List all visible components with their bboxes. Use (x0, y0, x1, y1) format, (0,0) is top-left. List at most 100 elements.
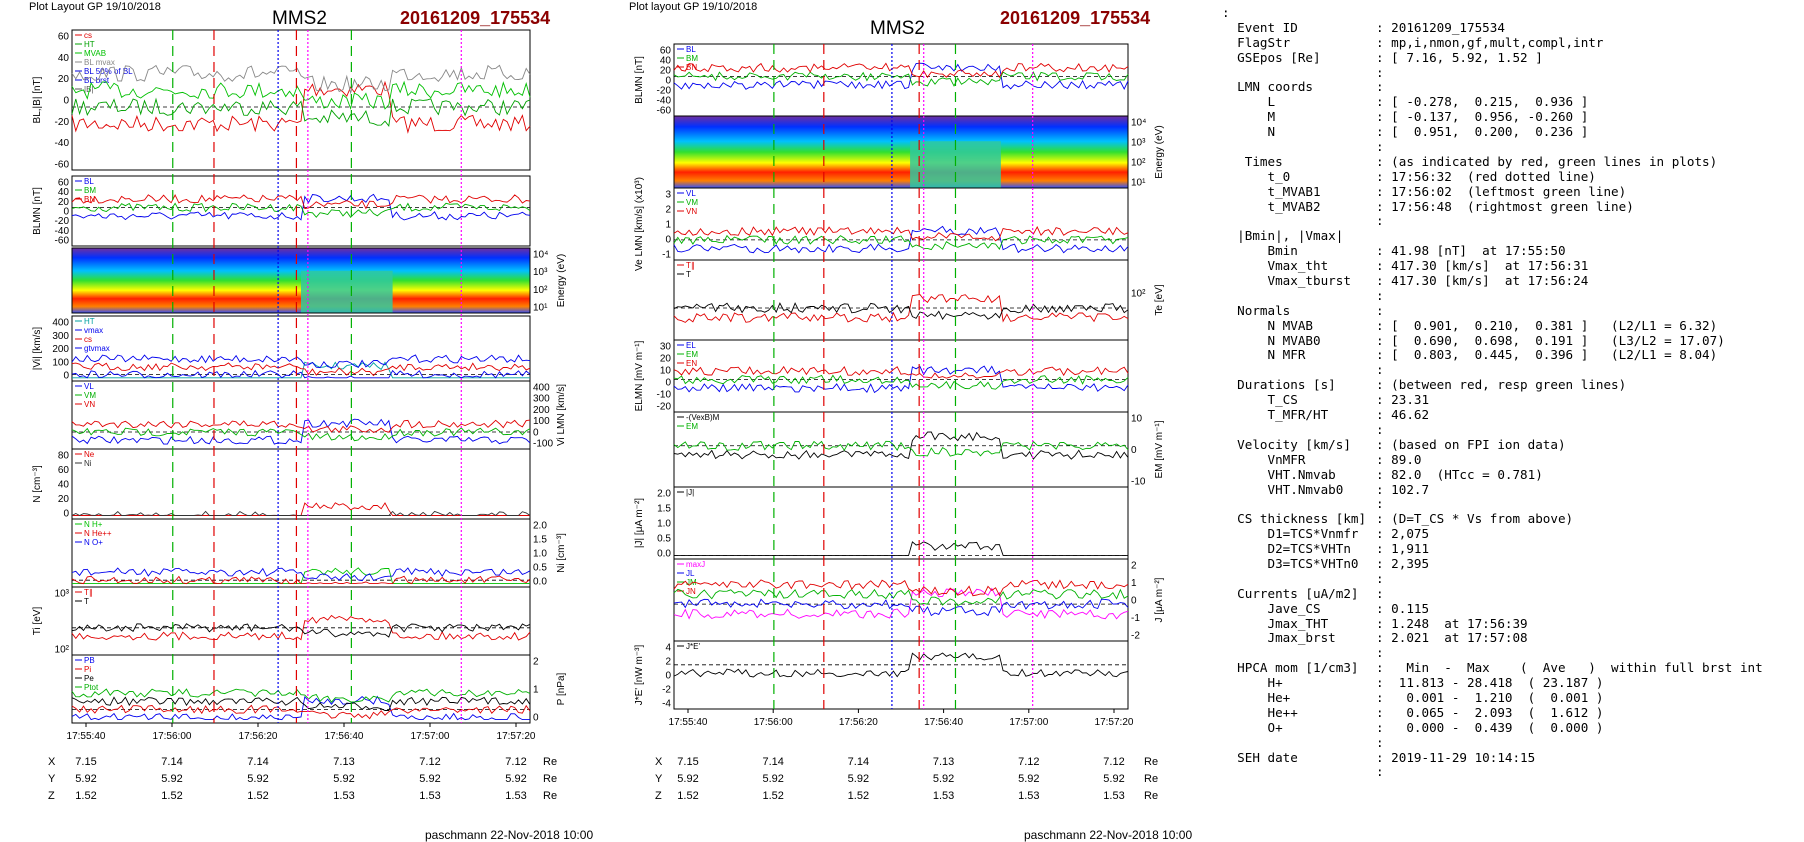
middle-ytick-2-3: 0 (665, 235, 671, 246)
left-coord-Y-5: 5.92 (505, 773, 527, 785)
left-trace-4-1 (71, 427, 531, 442)
left-legend-label-3-2: cs (84, 335, 92, 344)
info-value: : [ 0.951, 0.200, 0.236 ] (1376, 124, 1589, 140)
middle-legend-label-7-3: JN (686, 587, 696, 596)
info-key: FlagStr (1222, 34, 1291, 50)
left-ytick-1-6: -60 (55, 236, 70, 247)
info-row: : (1222, 764, 1802, 780)
middle-ytick-4-3: 0 (665, 378, 671, 389)
middle-trace-3-1 (673, 302, 1129, 320)
middle-legend-label-5-0: -(VexB)M (686, 413, 720, 422)
left-coord-X-5: 7.12 (505, 756, 527, 768)
left-legend-label-6-2: N O+ (84, 538, 103, 547)
left-ytick-0-4: -20 (55, 117, 70, 128)
left-ytick-4-5: -100 (533, 439, 553, 450)
middle-ylabel-5: EM [mV m⁻¹] (1154, 420, 1165, 478)
info-value: : 23.31 (1376, 392, 1430, 408)
left-ytick-0-5: -40 (55, 138, 70, 149)
left-legend-label-0-3: BL mvax (84, 58, 115, 67)
middle-coord-X-5: 7.12 (1103, 756, 1125, 768)
info-key: Currents [uA/m2] (1222, 585, 1359, 601)
middle-ytick-1-0: 10⁴ (1131, 118, 1146, 129)
middle-ytick-0-3: 0 (665, 76, 671, 87)
left-trace-8-3 (71, 688, 531, 703)
left-legend-label-8-0: PB (84, 656, 95, 665)
left-legend-label-4-0: VL (84, 382, 94, 391)
left-ylabel-8: P [nPa] (556, 672, 567, 705)
left-ytick-1-3: 0 (63, 207, 69, 218)
middle-ytick-0-1: 40 (660, 56, 672, 67)
left-panel-frame-1 (71, 175, 531, 247)
middle-ytick-6-3: 0.5 (657, 534, 671, 545)
info-row: Durations [s]: (between red, resp green … (1222, 377, 1802, 393)
left-ytick-4-2: 200 (533, 405, 550, 416)
middle-coord-X-1: 7.14 (762, 756, 784, 768)
info-value: : (1376, 213, 1384, 229)
info-row: CS thickness [km]: (D=T_CS * Vs from abo… (1222, 511, 1802, 527)
left-legend-label-3-0: HT (84, 317, 95, 326)
middle-panel-8: 4 2 0 -2 -4 J*E' [nW m⁻³] J*E' (634, 640, 1129, 710)
left-ytick-4-3: 100 (533, 416, 550, 427)
left-ytick-3-0: 400 (52, 318, 69, 329)
info-value: : 82.0 (HTcc = 0.781) (1376, 466, 1543, 482)
middle-ytick-4-2: 10 (660, 366, 672, 377)
middle-ylabel-7: J [μA m⁻²] (1154, 577, 1165, 622)
left-event-id: 20161209_175534 (400, 8, 551, 28)
info-row: t_MVAB1: 17:56:02 (leftmost green line) (1222, 184, 1802, 200)
middle-coord-label-X: X (655, 756, 663, 768)
info-row: Normals: (1222, 302, 1802, 319)
left-trace-0-1 (71, 97, 531, 127)
info-key (1222, 765, 1376, 780)
left-ytick-1-1: 40 (58, 187, 70, 198)
info-row: : (1222, 139, 1802, 155)
info-row: Currents [uA/m2]: (1222, 585, 1802, 602)
middle-coord-X-3: 7.13 (932, 756, 955, 768)
middle-coord-Z-5: 1.53 (1103, 790, 1125, 802)
left-ytick-6-1: 1.5 (533, 535, 547, 546)
info-key: HPCA mom [1/cm3] (1222, 660, 1359, 676)
info-value: : 1,911 (1376, 541, 1430, 557)
middle-ytick-0-6: -60 (657, 106, 672, 117)
left-ytick-6-2: 1.0 (533, 549, 547, 560)
info-value: : [ 0.901, 0.210, 0.381 ] (L2/L1 = 6.32) (1376, 317, 1718, 333)
info-value: : 102.7 (1376, 481, 1430, 497)
left-panel-frame-7 (71, 586, 531, 656)
middle-coord-unit-Z: Re (1144, 790, 1159, 802)
left-coord-Z-5: 1.53 (505, 790, 527, 802)
info-row: N MVAB0: [ 0.690, 0.698, 0.191 ] (L3/L2 … (1222, 333, 1802, 349)
info-key: CS thickness [km] (1222, 511, 1367, 527)
left-ytick-5-3: 20 (58, 494, 70, 505)
info-key: Jmax_brst (1222, 630, 1336, 646)
middle-spacecraft-title: MMS2 (870, 18, 925, 39)
left-coord-Y-0: 5.92 (75, 773, 97, 785)
left-coord-unit-Z: Re (543, 790, 558, 802)
middle-ytick-7-3: -1 (1131, 613, 1140, 624)
left-ylabel-7: Ti [eV] (32, 607, 43, 636)
info-value: : 417.30 [km/s] at 17:56:24 (1376, 273, 1589, 289)
info-row: Jmax_THT: 1.248 at 17:56:39 (1222, 616, 1802, 632)
middle-ylabel-6: |J| [μA m⁻²] (634, 498, 645, 548)
left-trace-6-1 (71, 575, 531, 585)
info-row: D3=TCS*VHTn0: 2,395 (1222, 556, 1802, 572)
info-value: : 89.0 (1376, 451, 1422, 467)
left-ytick-0-0: 60 (58, 32, 70, 43)
left-coord-X-0: 7.15 (75, 756, 97, 768)
info-value: : (1376, 302, 1384, 318)
left-ylabel-3: |Vi| [km/s] (32, 327, 43, 371)
left-ytick-7-1: 10² (55, 645, 70, 656)
middle-ytick-2-4: -1 (662, 250, 671, 261)
middle-coord-unit-X: Re (1144, 756, 1159, 768)
middle-panel-frame-2 (673, 187, 1129, 261)
left-legend-label-4-1: VM (84, 391, 96, 400)
info-key: SEH date (1222, 749, 1298, 765)
info-key (1222, 363, 1376, 378)
info-row: T_MFR/HT: 46.62 (1222, 407, 1802, 423)
info-key: Durations [s] (1222, 377, 1336, 393)
left-ytick-0-2: 20 (58, 74, 70, 85)
middle-legend-label-5-1: EM (686, 422, 698, 431)
left-trace-5-1 (71, 510, 531, 517)
middle-trace-6-0 (674, 541, 1128, 556)
